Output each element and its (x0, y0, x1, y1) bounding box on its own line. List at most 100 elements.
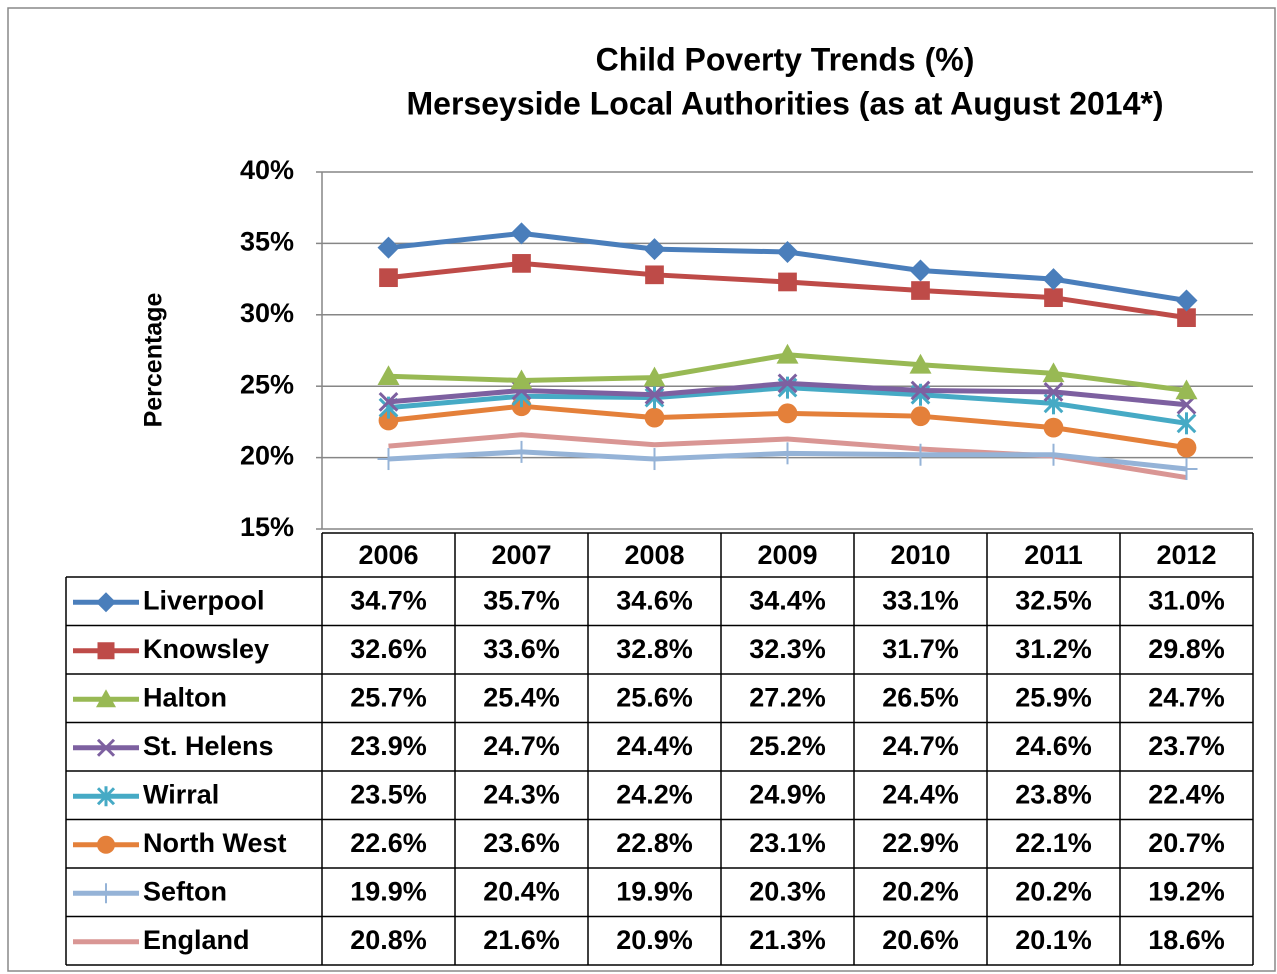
marker (645, 265, 664, 285)
table-value: 25.7% (350, 682, 427, 712)
marker (510, 440, 533, 463)
table-value: 20.3% (749, 876, 826, 906)
marker-part (97, 642, 115, 660)
chart-title: Child Poverty Trends (%) (596, 41, 975, 77)
table-value: 24.7% (882, 731, 959, 761)
table-value: 19.2% (1148, 876, 1225, 906)
x-tick-label: 2008 (624, 540, 684, 570)
x-tick-label: 2006 (358, 540, 418, 570)
table-value: 27.2% (749, 682, 826, 712)
marker-part (97, 835, 115, 854)
marker-part (776, 343, 799, 364)
marker (1176, 412, 1197, 435)
table-value: 22.4% (1148, 779, 1225, 809)
marker (1043, 382, 1064, 402)
marker-part (777, 403, 798, 424)
marker (96, 883, 116, 904)
legend-label: Wirral (143, 779, 219, 809)
marker-part (1042, 268, 1065, 291)
table-value: 23.7% (1148, 731, 1225, 761)
table-value: 21.3% (749, 925, 826, 955)
marker (644, 407, 665, 428)
table-value: 31.7% (882, 634, 959, 664)
marker (1044, 288, 1063, 308)
y-tick-label: 35% (240, 227, 294, 257)
marker-part (911, 281, 930, 300)
marker (777, 403, 798, 424)
marker (96, 786, 116, 807)
table-value: 20.9% (616, 925, 693, 955)
table-value: 24.4% (616, 731, 693, 761)
y-tick-label: 30% (240, 298, 294, 328)
marker-part (1044, 288, 1063, 308)
table-value: 20.7% (1148, 828, 1225, 858)
table-value: 34.7% (350, 585, 427, 615)
marker (1042, 268, 1065, 291)
marker (510, 222, 533, 245)
marker (96, 592, 116, 613)
marker-part (645, 265, 664, 285)
marker (910, 380, 931, 401)
table-value: 20.8% (350, 925, 427, 955)
table-value: 25.9% (1015, 682, 1092, 712)
marker (1042, 443, 1065, 466)
table-value: 25.4% (483, 682, 560, 712)
legend-label: Halton (143, 682, 227, 712)
y-tick-label: 25% (240, 369, 294, 399)
marker (643, 366, 666, 387)
marker (97, 835, 115, 854)
table-value: 24.3% (483, 779, 560, 809)
table-value: 23.9% (350, 731, 427, 761)
table-value: 31.2% (1015, 634, 1092, 664)
legend-label: Liverpool (143, 585, 265, 615)
table-value: 34.6% (616, 585, 693, 615)
table-value: 23.1% (749, 828, 826, 858)
marker-part (643, 366, 666, 387)
legend-label: St. Helens (143, 731, 274, 761)
marker (96, 738, 116, 757)
marker (1175, 458, 1198, 481)
marker-part (776, 240, 799, 263)
marker-part (778, 272, 797, 292)
marker-part (1042, 362, 1065, 383)
table-value: 20.1% (1015, 925, 1092, 955)
marker-part (909, 259, 932, 282)
table-value: 23.6% (483, 828, 560, 858)
table-value: 20.6% (882, 925, 959, 955)
table-value: 22.6% (350, 828, 427, 858)
table-value: 24.7% (483, 731, 560, 761)
marker (1177, 308, 1196, 328)
y-axis-label: Percentage (140, 293, 168, 428)
marker (377, 236, 400, 259)
marker (909, 443, 932, 466)
marker (1175, 379, 1198, 400)
marker-part (1175, 379, 1198, 400)
chart-frame (7, 7, 1276, 972)
marker (379, 268, 398, 288)
marker (377, 448, 400, 471)
table-value: 23.8% (1015, 779, 1092, 809)
marker (776, 240, 799, 263)
table-value: 24.9% (749, 779, 826, 809)
marker (644, 384, 665, 405)
table-value: 32.8% (616, 634, 693, 664)
marker (510, 369, 533, 390)
marker-part (510, 222, 533, 245)
marker-part (910, 380, 931, 401)
table-value: 33.6% (483, 634, 560, 664)
marker-part (377, 236, 400, 259)
table-value: 29.8% (1148, 634, 1225, 664)
table-value: 33.1% (882, 585, 959, 615)
table-value: 25.2% (749, 731, 826, 761)
table-value: 32.6% (350, 634, 427, 664)
table-value: 20.4% (483, 876, 560, 906)
marker (643, 238, 666, 261)
table-value: 24.4% (882, 779, 959, 809)
x-tick-label: 2009 (757, 540, 817, 570)
marker (776, 343, 799, 364)
table-value: 34.4% (749, 585, 826, 615)
table-value: 19.9% (616, 876, 693, 906)
marker-part (644, 407, 665, 428)
marker (778, 272, 797, 292)
